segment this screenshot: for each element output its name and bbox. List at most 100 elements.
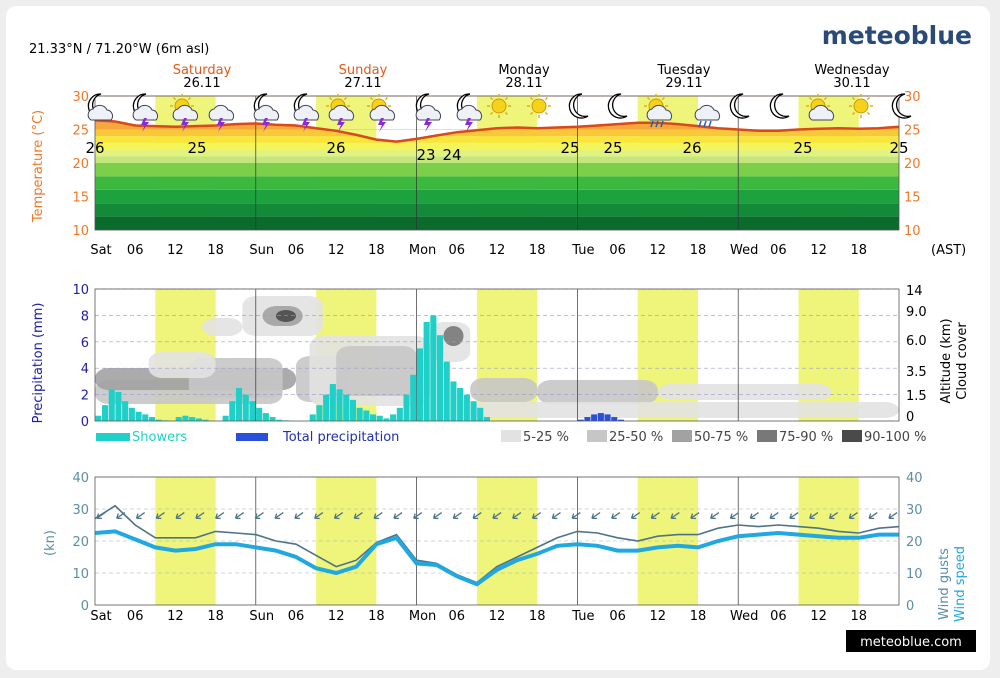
- arrow-shape: [551, 511, 561, 520]
- altitude-tick: 0: [906, 410, 914, 425]
- showers-bar: [175, 417, 182, 421]
- arrow-shape: [630, 511, 641, 520]
- showers-bar: [416, 348, 423, 421]
- time-tick-label: 18: [690, 609, 707, 624]
- showers-bar: [102, 405, 109, 421]
- arrow-shape: [155, 511, 165, 520]
- arrow-shape: [611, 511, 621, 520]
- wind-gusts-line: [94, 504, 900, 584]
- moon-icon: [607, 93, 628, 119]
- temperature-label: 26: [682, 139, 701, 157]
- meteogram-card: 21.33°N / 71.20°W (6m asl) meteoblue 26 2…: [6, 6, 990, 670]
- cloud-legend-label: 90-100 %: [864, 430, 927, 445]
- cloud-cover-area: [275, 310, 296, 322]
- lightning-shape: [378, 118, 386, 132]
- cloud-cover-area: [657, 384, 832, 400]
- wind-direction-arrow: [789, 511, 799, 520]
- showers-bar: [370, 414, 377, 421]
- brand-logo[interactable]: meteoblue: [822, 21, 972, 50]
- altitude-tick: 9.0: [906, 305, 927, 320]
- arrow-shape: [868, 511, 878, 520]
- showers-bar: [249, 401, 256, 421]
- lightning-shape: [302, 118, 310, 132]
- wind-direction-arrow: [512, 511, 522, 520]
- cloud-cover-area: [148, 352, 216, 378]
- arrow-shape: [809, 511, 819, 520]
- moon-shape: [729, 93, 750, 119]
- wind-direction-arrow: [472, 511, 482, 520]
- sun-ray: [823, 96, 828, 101]
- temp-band: [95, 163, 899, 177]
- showers-bar: [356, 407, 363, 421]
- showers-legend-label: Showers: [132, 430, 187, 445]
- arrow-shape: [452, 511, 462, 520]
- time-tick-label: Sun: [249, 609, 274, 624]
- time-tick-label: 12: [328, 243, 345, 258]
- night-thunder-icon: [415, 93, 442, 132]
- arrow-shape: [432, 511, 443, 520]
- lightning-shape: [217, 118, 225, 132]
- showers-bar: [329, 384, 336, 421]
- wind-direction-arrow: [630, 511, 641, 520]
- showers-bar: [470, 401, 477, 421]
- cloud-cover-area: [336, 346, 417, 396]
- wind-direction-arrow: [848, 511, 858, 520]
- wind-tick-left: 30: [72, 503, 89, 518]
- moon-shape: [891, 93, 912, 119]
- wind-direction-arrow: [531, 511, 542, 520]
- time-tick-label: 18: [207, 243, 224, 258]
- precip-frame: [94, 288, 900, 422]
- moon-icon: [729, 93, 750, 119]
- temp-band: [95, 203, 899, 217]
- wind-tick-right: 40: [906, 471, 923, 486]
- total-precip-legend-swatch: [236, 433, 268, 441]
- daytime-highlight: [476, 477, 538, 605]
- wind-tick-right: 10: [906, 567, 923, 582]
- showers-bar: [236, 388, 243, 421]
- showers-bar: [189, 417, 196, 421]
- total-precip-bar: [597, 413, 604, 421]
- rain-drop: [708, 120, 712, 128]
- day-name: Tuesday: [657, 63, 711, 78]
- cloud-shape: [172, 104, 199, 121]
- sun-cloud-thunder-icon: [367, 94, 396, 132]
- time-tick-label: 06: [288, 609, 305, 624]
- time-tick-label: 18: [368, 609, 385, 624]
- sun-ray: [866, 111, 871, 116]
- wind-direction-arrow: [432, 511, 443, 520]
- wind-tick-right: 20: [906, 535, 923, 550]
- cloud-shape: [808, 104, 835, 121]
- sun-ray: [504, 111, 509, 116]
- sun-ray: [866, 96, 871, 101]
- temp-frame: [94, 95, 900, 231]
- arrow-shape: [175, 511, 185, 520]
- lightning-shape: [465, 118, 473, 132]
- showers-bar: [309, 414, 316, 421]
- brand-badge[interactable]: [846, 630, 976, 652]
- arrow-shape: [413, 511, 423, 520]
- precip-tick: 10: [72, 283, 89, 298]
- time-tick-label: 06: [770, 609, 787, 624]
- cloud-legend-label: 5-25 %: [523, 430, 569, 445]
- showers-bar: [349, 399, 356, 421]
- arrow-shape: [749, 511, 759, 520]
- sun-ray: [808, 96, 813, 101]
- daytime-highlight: [637, 477, 698, 605]
- arrow-shape: [710, 511, 720, 520]
- arrow-shape: [254, 511, 264, 520]
- temp-band: [95, 216, 899, 230]
- total-precip-bar: [617, 419, 624, 421]
- altitude-tick: 6.0: [906, 334, 927, 349]
- showers-bar: [316, 405, 323, 421]
- wind-direction-arrow: [888, 511, 898, 520]
- wind-direction-arrow: [670, 511, 680, 520]
- temp-band: [95, 136, 899, 143]
- precipitation-axis-label: Precipitation (mm): [31, 303, 46, 424]
- cloud-thunder-icon: [208, 104, 235, 132]
- altitude-tick: 1.5: [906, 389, 927, 404]
- time-tick-label: 18: [851, 609, 868, 624]
- day-date: 27.11: [344, 76, 381, 91]
- cloud-cover-area: [470, 402, 899, 418]
- time-tick-label: 06: [609, 609, 626, 624]
- sun-ray: [529, 111, 534, 116]
